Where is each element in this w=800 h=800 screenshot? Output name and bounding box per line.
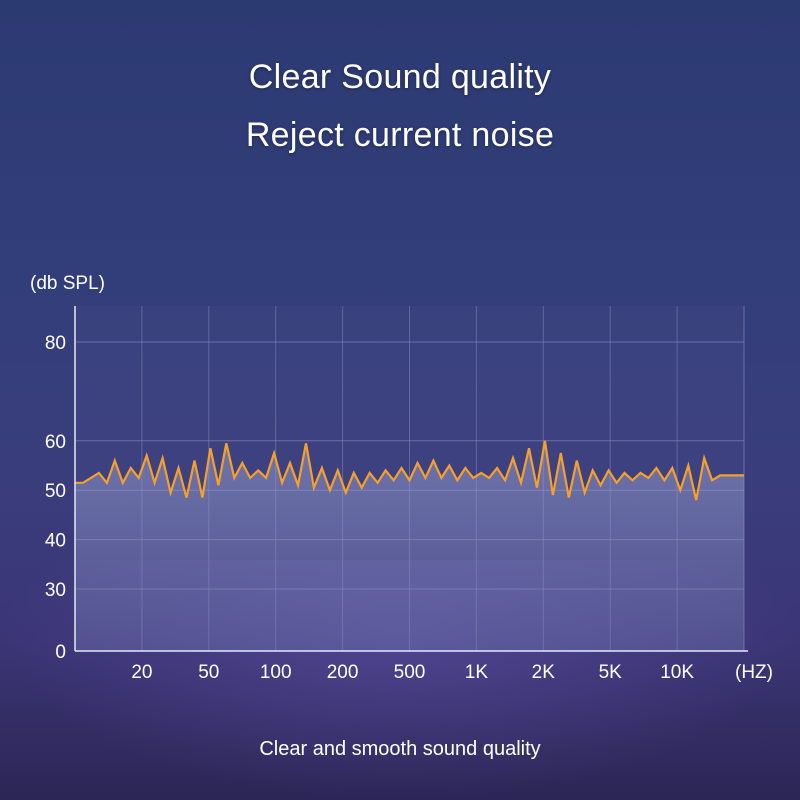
y-tick-labels: 0 30 40 50 60 80 [45, 333, 66, 663]
response-line [75, 440, 744, 501]
y-tick-label: 40 [45, 531, 66, 552]
x-axis-label: (HZ) [735, 662, 773, 683]
y-tick-label: 30 [45, 580, 66, 601]
x-tick-label: 100 [260, 662, 292, 683]
headline-primary: Clear Sound quality [248, 58, 552, 96]
response-fill [75, 440, 744, 651]
y-axis-label: (db SPL) [30, 273, 105, 294]
x-tick-label: 2K [532, 662, 556, 683]
x-tick-label: 10K [660, 662, 694, 683]
y-tick-label: 50 [45, 481, 66, 502]
x-tick-label: 1K [465, 662, 489, 683]
x-tick-label: 500 [394, 662, 426, 683]
x-tick-label: 200 [327, 662, 359, 683]
response-series [75, 440, 744, 501]
y-tick-label: 80 [45, 333, 66, 354]
axes [74, 306, 748, 652]
x-tick-label: 20 [131, 662, 152, 683]
y-tick-label: 60 [45, 432, 66, 453]
caption: Clear and smooth sound quality [259, 738, 541, 760]
x-tick-labels: 20 50 100 200 500 1K 2K 5K 10K [131, 662, 694, 683]
x-tick-label: 50 [198, 662, 219, 683]
x-tick-label: 5K [599, 662, 623, 683]
y-tick-label: 0 [55, 642, 66, 663]
response-area [75, 440, 744, 651]
headline-secondary: Reject current noise [245, 116, 555, 154]
